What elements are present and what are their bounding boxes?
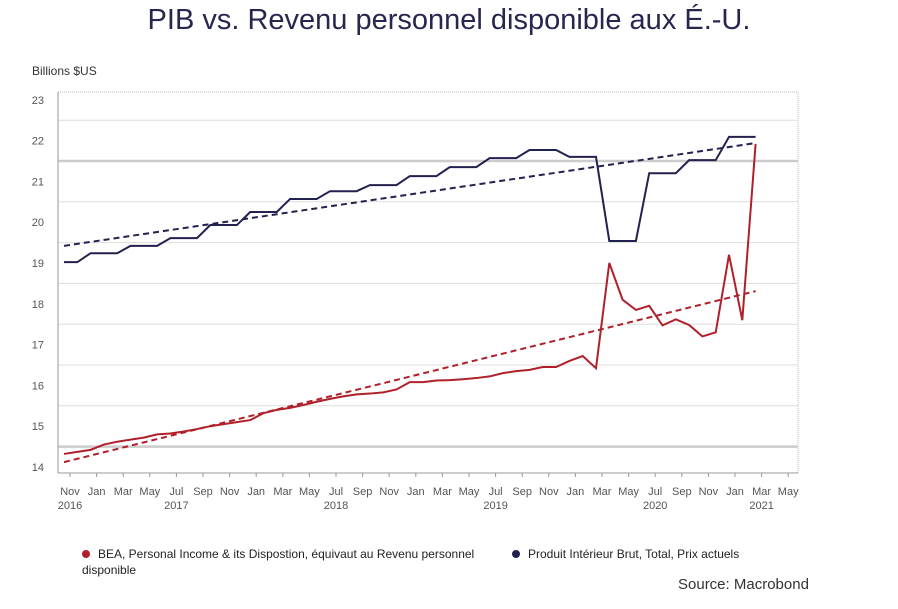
x-tick-label: Mar (433, 486, 452, 498)
x-tick-label: Nov (699, 486, 719, 498)
x-tick-year: 2018 (324, 500, 348, 512)
x-tick-label: Mar (273, 486, 292, 498)
y-tick-label: 20 (32, 217, 44, 229)
legend-label: Produit Intérieur Brut, Total, Prix actu… (528, 547, 740, 561)
x-tick-label: Mar (752, 486, 771, 498)
x-tick-label: Mar (114, 486, 133, 498)
legend-item-gdp: Produit Intérieur Brut, Total, Prix actu… (512, 546, 739, 562)
series-line-0 (63, 143, 757, 455)
y-tick-label: 16 (32, 380, 44, 392)
x-tick-label: Jul (169, 486, 183, 498)
y-tick-label: 18 (32, 299, 44, 311)
x-tick-label: Nov (379, 486, 399, 498)
trend-line-1 (63, 142, 756, 247)
legend-label: BEA, Personal Income & its Dispostion, é… (82, 547, 475, 577)
x-tick-label: May (139, 486, 160, 498)
legend-item-income: BEA, Personal Income & its Dispostion, é… (82, 546, 502, 578)
series-line-1 (64, 135, 756, 264)
x-tick-year: 2019 (483, 500, 507, 512)
x-tick-label: Jul (489, 486, 503, 498)
x-tick-label: May (778, 486, 799, 498)
x-tick-label: May (618, 486, 639, 498)
trend-line-0 (63, 290, 756, 464)
x-tick-year: 2016 (58, 500, 82, 512)
y-tick-label: 19 (32, 258, 44, 270)
x-tick-label: Jul (648, 486, 662, 498)
x-tick-label: May (299, 486, 320, 498)
x-tick-label: Sep (512, 486, 532, 498)
x-tick-label: Sep (672, 486, 692, 498)
x-tick-label: Nov (539, 486, 559, 498)
y-tick-label: 21 (32, 176, 44, 188)
source-note: Source: Macrobond (678, 576, 809, 593)
x-tick-label: Jan (88, 486, 106, 498)
y-tick-label: 23 (32, 95, 44, 107)
legend-marker (82, 550, 90, 558)
x-tick-year: 2020 (643, 500, 667, 512)
y-axis-label: Billions $US (32, 64, 97, 78)
y-tick-label: 14 (32, 462, 44, 474)
x-tick-label: Jan (726, 486, 744, 498)
plot-frame (57, 91, 799, 474)
x-tick-label: May (459, 486, 480, 498)
x-tick-label: Jul (329, 486, 343, 498)
x-tick-label: Sep (353, 486, 373, 498)
x-tick-year: 2017 (164, 500, 188, 512)
x-tick-label: Jan (247, 486, 265, 498)
x-tick-label: Jan (567, 486, 585, 498)
y-tick-label: 22 (32, 136, 44, 148)
x-tick-label: Nov (60, 486, 80, 498)
x-tick-label: Nov (220, 486, 240, 498)
legend-marker (512, 550, 520, 558)
x-tick-label: Mar (593, 486, 612, 498)
x-tick-label: Jan (407, 486, 425, 498)
x-tick-label: Sep (193, 486, 213, 498)
x-tick-year: 2021 (749, 500, 773, 512)
y-tick-label: 17 (32, 340, 44, 352)
chart-title: PIB vs. Revenu personnel disponible aux … (147, 4, 751, 36)
y-tick-label: 15 (32, 421, 44, 433)
